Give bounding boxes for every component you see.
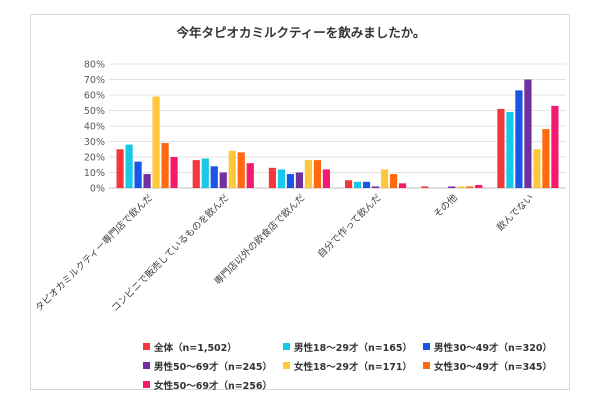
y-tick-label: 60% [84,91,105,102]
y-tick-label: 20% [84,153,105,164]
bar [322,169,331,188]
bar [286,174,295,188]
bar [161,143,169,188]
bar [457,186,465,188]
bars [116,79,559,188]
bar [506,112,514,188]
legend-item: 男性18～29才（n=165） [283,340,423,354]
bar [246,163,254,188]
bar [304,160,313,188]
bar [170,157,178,188]
legend-label: 女性30～49才（n=345） [434,361,552,373]
chart-title: 今年タピオカミルクティーを飲みましたか。 [175,25,425,40]
bar [344,180,353,188]
legend-item: 女性30～49才（n=345） [423,359,563,373]
y-tick-label: 0% [90,184,105,195]
bar [116,149,124,188]
x-tick-label: 専門店以外の飲食店で飲んだ [212,191,308,287]
legend-row: 全体（n=1,502） 男性18～29才（n=165） 男性30～49才（n=320… [143,337,563,356]
bar [448,186,456,188]
bar [277,169,286,188]
y-tick-label: 70% [84,75,105,86]
bar [497,108,505,188]
legend-swatch [423,343,430,350]
bar [551,105,559,188]
legend-item: 女性18～29才（n=171） [283,359,423,373]
y-tick-label: 40% [84,122,105,133]
bar [134,161,142,188]
legend-swatch [283,343,290,350]
y-tick-label: 80% [84,60,105,71]
bar [219,172,227,188]
bar [398,183,407,188]
bar [143,174,151,188]
legend-item: 男性50～69才（n=245） [143,359,283,373]
bar [295,172,304,188]
legend-row: 女性50～69才（n=256） [143,375,563,394]
legend-label: 全体（n=1,502） [154,342,237,354]
legend-swatch [143,343,150,350]
legend-item: 全体（n=1,502） [143,340,283,354]
bar [268,167,277,188]
bar [125,144,133,188]
legend-swatch [283,362,290,369]
bar [201,158,209,188]
x-tick-label: その他 [431,191,460,220]
bar [353,181,362,188]
legend-item: 女性50～69才（n=256） [143,378,283,392]
x-tick-label: 飲んでない [494,192,536,234]
legend-item: 男性30～49才（n=320） [423,340,563,354]
bar [371,186,380,188]
bar [421,186,429,188]
legend: 全体（n=1,502） 男性18～29才（n=165） 男性30～49才（n=320… [143,337,563,394]
bar-chart: 今年タピオカミルクティーを飲みましたか。 0% 10% 20% 30% 40% 50% 60… [33,25,566,314]
bar [380,169,389,188]
legend-label: 女性50～69才（n=256） [154,380,272,392]
bar [237,152,245,188]
y-axis-ticks: 0% 10% 20% 30% 40% 50% 60% 70% 80% [84,60,105,195]
bar [533,149,541,188]
bar [192,160,200,188]
bar [228,150,236,188]
bar [542,129,550,188]
bar [524,79,532,188]
chart-frame: 今年タピオカミルクティーを飲みましたか。 0% 10% 20% 30% 40% 50% 60… [30,14,570,392]
bar [389,174,398,188]
bar [152,96,160,188]
y-tick-label: 50% [84,106,105,117]
x-tick-label: タピオカミルクティー専門店で飲んだ [33,191,156,314]
legend-label: 男性30～49才（n=320） [434,342,552,354]
y-tick-label: 10% [84,168,105,179]
x-tick-label: コンビニで販売しているものを飲んだ [109,191,232,314]
bar [313,160,322,188]
gridlines [109,63,566,189]
bar [515,90,523,188]
legend-swatch [143,362,150,369]
legend-label: 男性18～29才（n=165） [294,342,412,354]
legend-swatch [143,381,150,388]
bar [466,186,474,188]
bar [362,181,371,188]
x-axis-labels: タピオカミルクティー専門店で飲んだコンビニで販売しているものを飲んだ専門店以外の… [33,191,536,314]
y-tick-label: 30% [84,137,105,148]
legend-label: 女性18～29才（n=171） [294,361,412,373]
legend-label: 男性50～69才（n=245） [154,361,272,373]
legend-row: 男性50～69才（n=245） 女性18～29才（n=171） 女性30～49才（n… [143,356,563,375]
legend-swatch [423,362,430,369]
x-tick-label: 自分で作って飲んだ [315,191,384,260]
bar [475,184,483,188]
bar [210,166,218,188]
